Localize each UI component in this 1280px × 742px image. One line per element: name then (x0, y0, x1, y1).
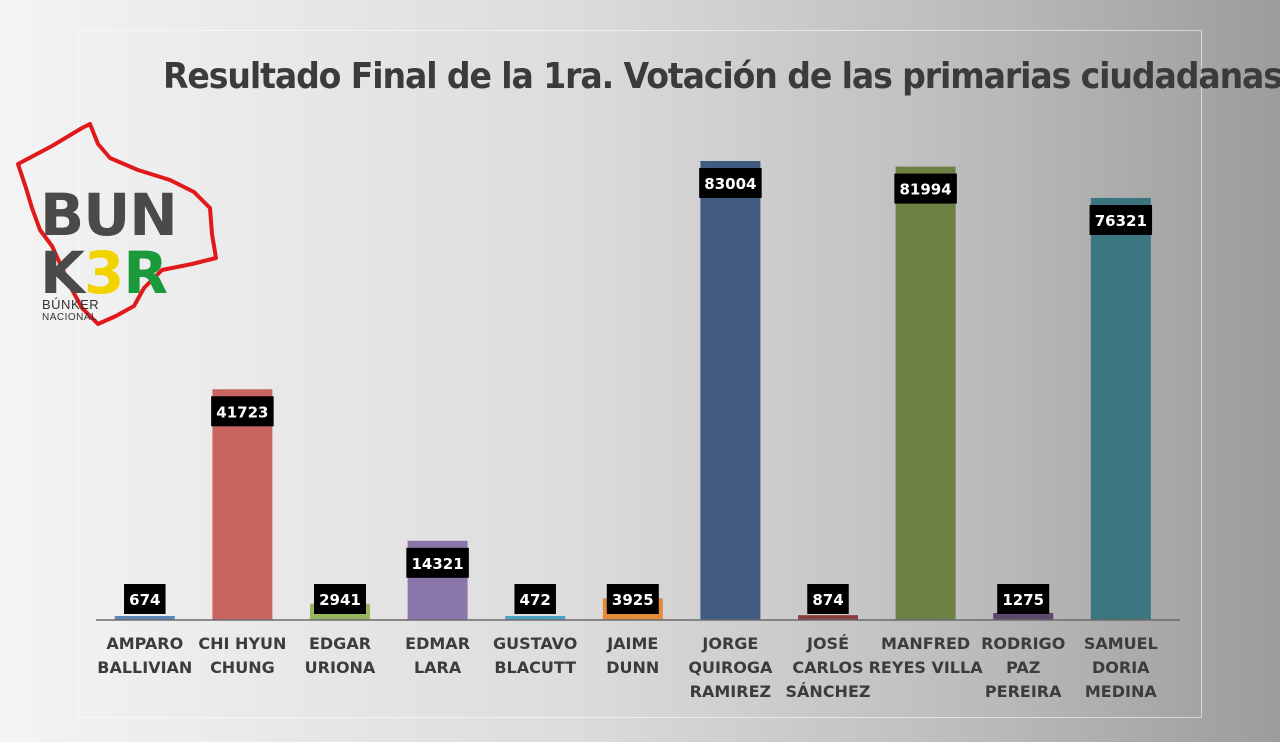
data-label-7: 874 (812, 591, 843, 609)
data-label-box-4 (514, 584, 556, 614)
data-label-box-10 (1089, 204, 1153, 235)
category-label-10-1: DORIA (1092, 658, 1150, 677)
data-label-2: 2941 (319, 591, 361, 609)
category-label-8-0: MANFRED (881, 634, 970, 653)
logo-sub1: BÚNKER (42, 297, 100, 312)
data-label-box-2 (314, 584, 366, 614)
data-label-3: 14321 (412, 555, 464, 573)
bar-1 (212, 389, 273, 620)
category-label-6-2: RAMIREZ (690, 682, 771, 701)
data-label-box-3 (406, 547, 469, 578)
data-label-0: 674 (129, 591, 160, 609)
category-label-5-0: JAIME (606, 634, 658, 653)
logo-k: K (40, 239, 85, 307)
data-label-1: 41723 (216, 403, 268, 421)
data-label-box-7 (807, 584, 849, 614)
data-label-6: 83004 (704, 175, 756, 193)
data-label-box-5 (606, 584, 659, 614)
category-label-0-0: AMPARO (106, 634, 183, 653)
category-label-7-1: CARLOS (792, 658, 863, 677)
category-label-3-0: EDMAR (405, 634, 470, 653)
logo-line2: K3R (40, 244, 168, 302)
data-label-9: 1275 (1002, 591, 1044, 609)
category-label-4-1: BLACUTT (494, 658, 576, 677)
data-label-10: 76321 (1095, 212, 1147, 230)
data-label-box-0 (124, 584, 166, 614)
category-label-0-1: BALLIVIAN (97, 658, 192, 677)
category-label-9-0: RODRIGO (981, 634, 1065, 653)
category-label-10-2: MEDINA (1085, 682, 1157, 701)
logo-r: R (123, 239, 168, 307)
logo-sub2: NACIONAL (42, 312, 98, 323)
bar-10 (1090, 197, 1151, 621)
bar-8 (895, 166, 956, 621)
chart-frame (78, 30, 1202, 718)
category-label-1-0: CHI HYUN (198, 634, 286, 653)
category-label-5-1: DUNN (606, 658, 659, 677)
data-label-4: 472 (520, 591, 551, 609)
category-label-6-0: JORGE (701, 634, 758, 653)
bar-9 (993, 612, 1054, 620)
category-label-6-1: QUIROGA (688, 658, 773, 677)
data-label-box-8 (894, 173, 957, 204)
category-label-2-0: EDGAR (309, 634, 371, 653)
category-label-4-0: GUSTAVO (493, 634, 577, 653)
category-label-9-2: PEREIRA (985, 682, 1062, 701)
data-label-8: 81994 (900, 181, 952, 199)
logo-three: 3 (83, 239, 124, 307)
data-label-box-6 (699, 168, 762, 198)
category-label-2-1: URIONA (305, 658, 376, 677)
category-label-7-0: JOSÉ (806, 634, 849, 653)
bar-6 (700, 161, 761, 620)
category-label-3-1: LARA (414, 658, 462, 677)
data-label-box-9 (997, 584, 1050, 614)
category-label-1-1: CHUNG (210, 658, 275, 677)
bar-0 (114, 616, 175, 620)
category-label-7-2: SÁNCHEZ (786, 682, 871, 701)
bar-4 (505, 616, 566, 620)
category-label-9-1: PAZ (1006, 658, 1040, 677)
bar-7 (798, 615, 858, 620)
bunker-map-outline-icon (16, 122, 218, 326)
data-label-box-1 (211, 396, 274, 427)
data-label-5: 3925 (612, 591, 654, 609)
category-label-10-0: SAMUEL (1084, 634, 1158, 653)
logo-line1: BUN (40, 181, 178, 249)
category-label-8-1: REYES VILLA (869, 658, 984, 677)
